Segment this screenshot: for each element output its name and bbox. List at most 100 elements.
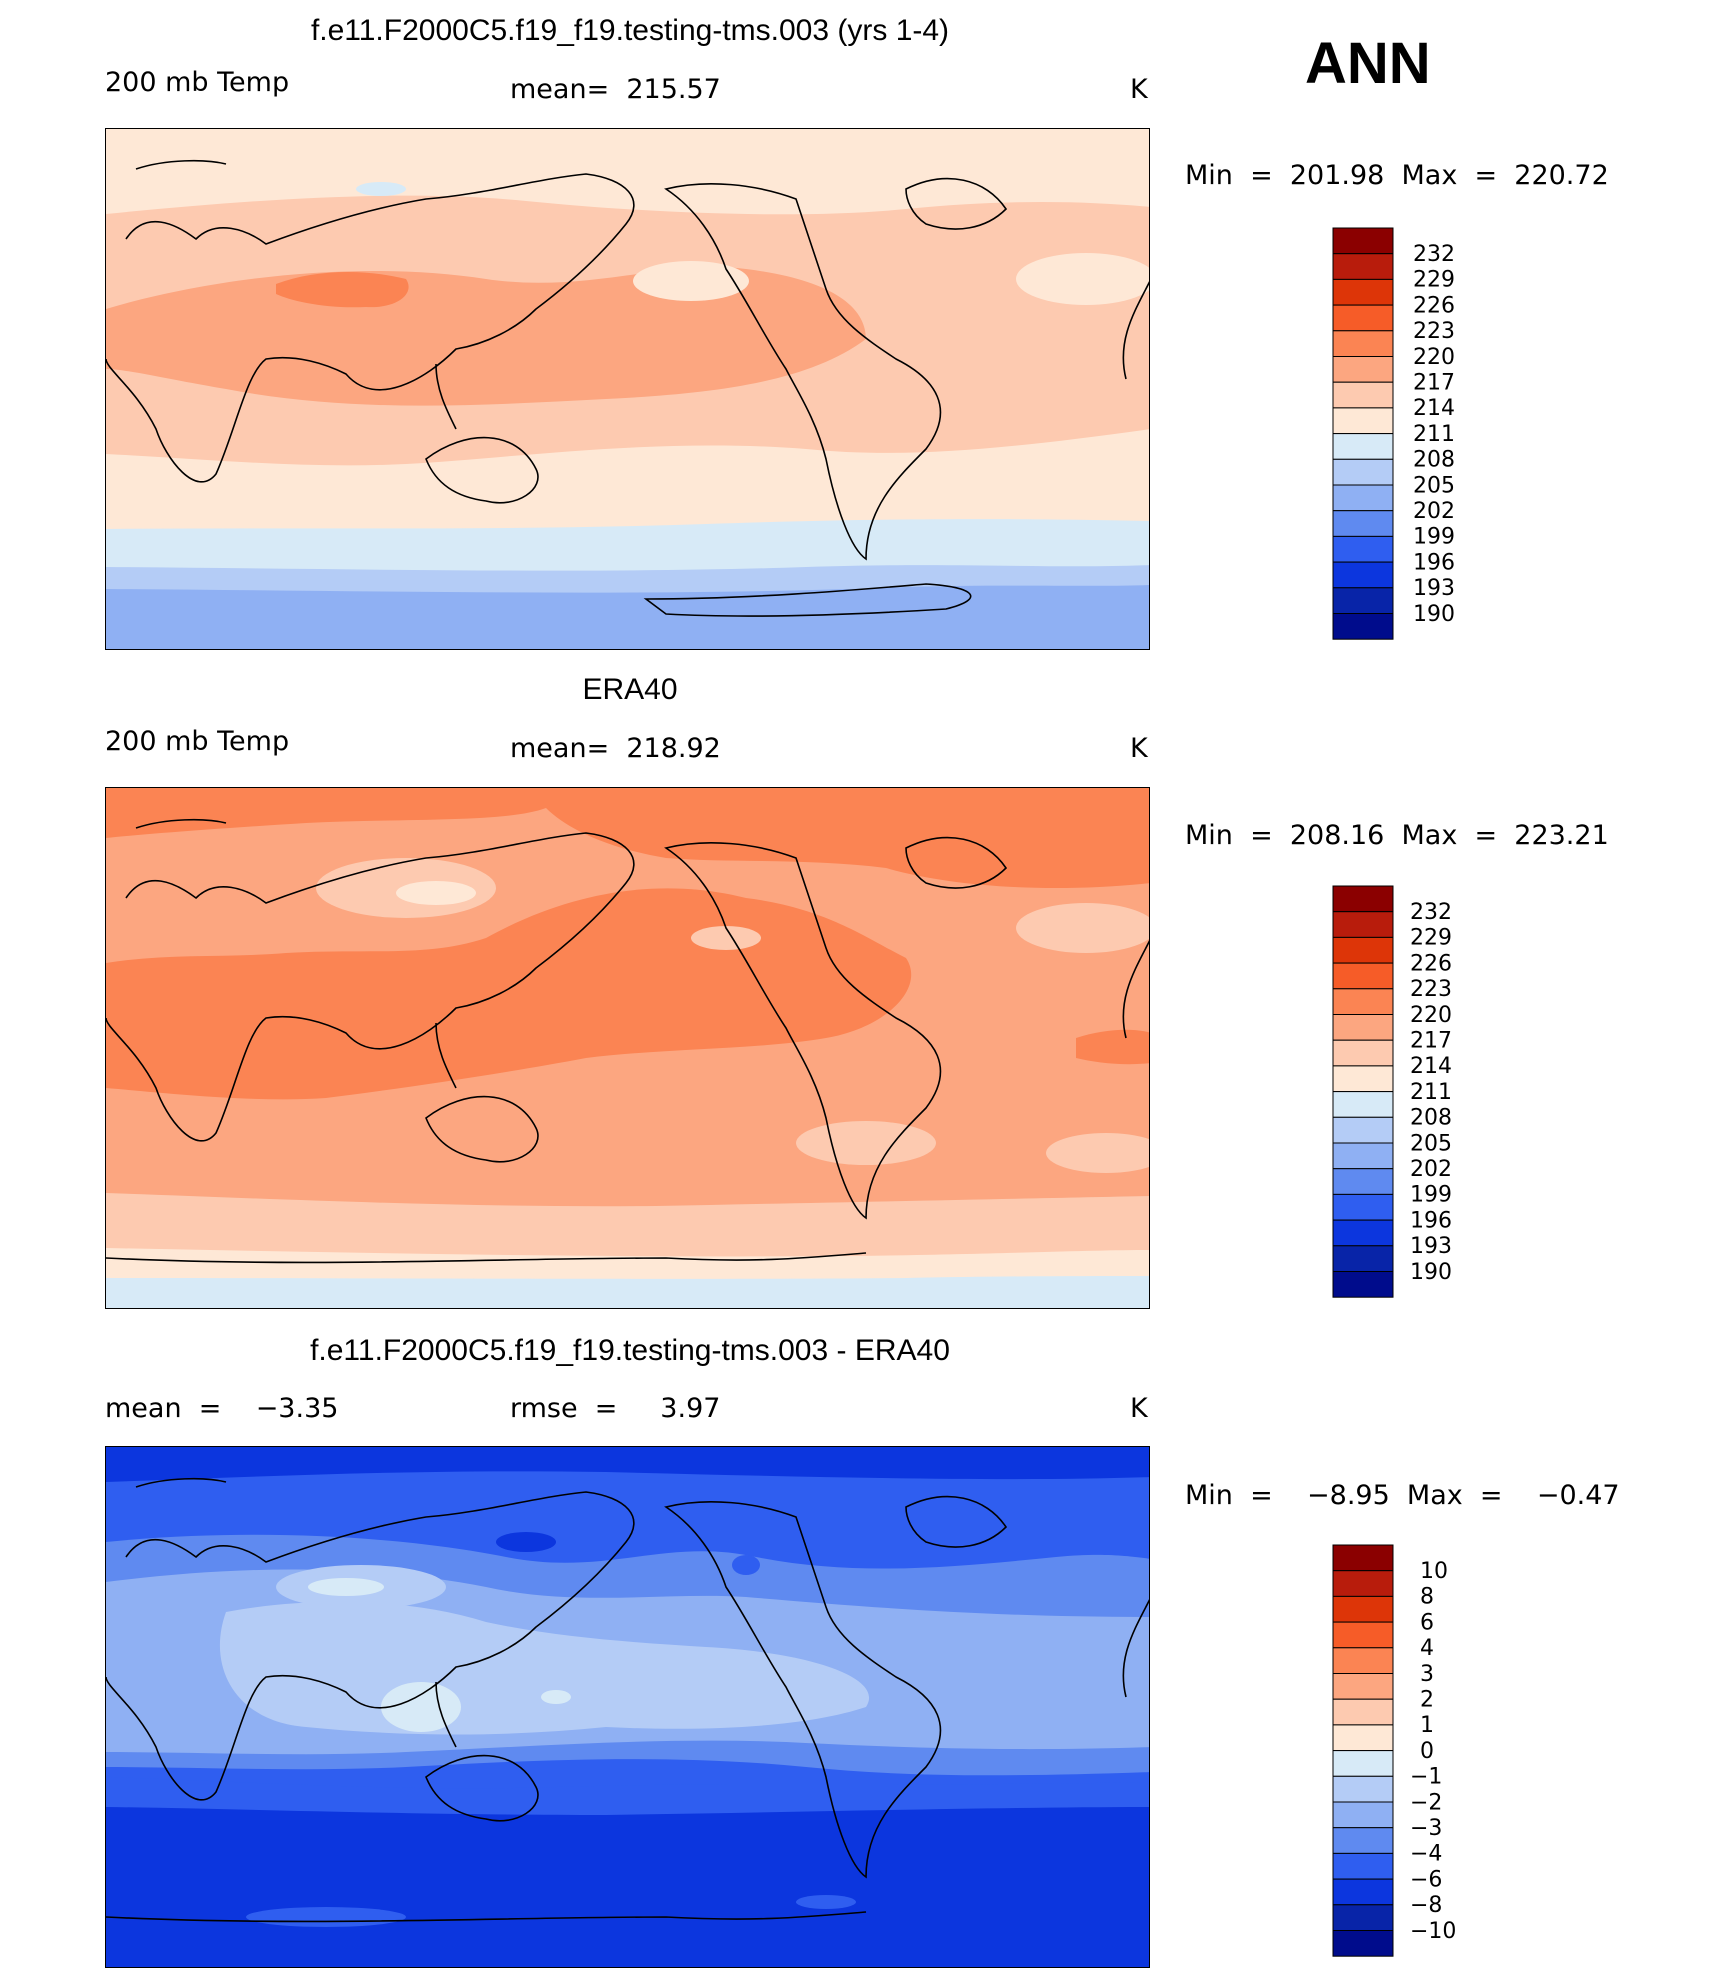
cbar2-swatch: [1332, 1271, 1394, 1298]
cbar2-swatch: [1332, 1116, 1394, 1144]
panel1-map-svg: [106, 129, 1149, 649]
cbar3-tick-label: −4: [1410, 1842, 1442, 1867]
panel2-stats: Min = 208.16 Max = 223.21: [1185, 820, 1609, 851]
cbar1-swatch: [1332, 484, 1394, 512]
cbar2-swatch: [1332, 1014, 1394, 1041]
cbar1-swatch: [1332, 613, 1394, 640]
cbar1-tick-label: 217: [1413, 371, 1455, 396]
cbar1-swatch: [1332, 561, 1394, 589]
cbar2-tick-label: 226: [1410, 951, 1452, 976]
cbar1-swatch: [1332, 381, 1394, 409]
cbar3-tick-label: −10: [1410, 1919, 1456, 1944]
panel2-left-label: 200 mb Temp: [105, 726, 290, 757]
cbar1-swatch: [1332, 407, 1394, 435]
cbar1-tick-label: 208: [1413, 448, 1455, 473]
cbar2-swatch: [1332, 1091, 1394, 1118]
panel1-left-label: 200 mb Temp: [105, 67, 290, 98]
cbar3-swatch: [1332, 1595, 1394, 1623]
cbar1-tick-label: 193: [1413, 576, 1455, 601]
cbar2-swatch: [1332, 988, 1394, 1016]
cbar2-tick-label: 196: [1410, 1208, 1452, 1233]
cbar3-swatch: [1332, 1827, 1394, 1854]
cbar3-tick-label: 1: [1420, 1713, 1434, 1738]
cbar3-swatch: [1332, 1570, 1394, 1597]
panel2-title: ERA40: [582, 673, 678, 706]
cbar3-tick-label: 0: [1420, 1739, 1434, 1764]
panel1-colorbar-svg: 232 229 226 223 220 217 214 211 208 205 …: [1332, 227, 1455, 640]
cbar1-swatch: [1332, 253, 1394, 280]
cbar1-swatch: [1332, 356, 1394, 383]
cbar1-tick-label: 199: [1413, 525, 1455, 550]
cbar2-swatch: [1332, 1193, 1394, 1221]
cbar1-tick-label: 214: [1413, 396, 1455, 421]
cbar2-tick-label: 232: [1410, 900, 1452, 925]
cbar3-tick-label: 4: [1420, 1636, 1434, 1661]
cbar3-tick-label: 6: [1420, 1610, 1434, 1635]
cbar1-swatch: [1332, 227, 1394, 255]
panel3-stats: Min = −8.95 Max = −0.47: [1185, 1480, 1620, 1511]
cbar1-tick-label: 220: [1413, 345, 1455, 370]
cbar2-tick-label: 223: [1410, 977, 1452, 1002]
cbar1-tick-label: 223: [1413, 319, 1455, 344]
panel3-colorbar: 10 8 6 4 3 2 1 0 −1 −2 −3 −4 −6 −8 −10: [1330, 1542, 1470, 1967]
panel1-stats: Min = 201.98 Max = 220.72: [1185, 160, 1609, 191]
cbar3-swatch: [1332, 1647, 1394, 1675]
cbar1-tick-label: 190: [1413, 602, 1455, 627]
cbar2-tick-label: 211: [1410, 1080, 1452, 1105]
cbar1-swatch: [1332, 587, 1394, 614]
cbar3-tick-label: −1: [1410, 1765, 1442, 1790]
cbar1-tick-label: 196: [1413, 550, 1455, 575]
cbar3-swatch: [1332, 1621, 1394, 1649]
panel2-colorbar: 232 229 226 223 220 217 214 211 208 205 …: [1330, 883, 1470, 1308]
panel2-center-label: mean= 218.92: [510, 733, 721, 764]
panel3-map-svg: [106, 1447, 1149, 1967]
cbar3-tick-label: 2: [1420, 1688, 1434, 1713]
cbar3-swatch: [1332, 1904, 1394, 1931]
cbar3-tick-label: −3: [1410, 1816, 1442, 1841]
cbar2-swatch: [1332, 911, 1394, 938]
cbar3-tick-label: −6: [1410, 1867, 1442, 1892]
cbar1-tick-label: 202: [1413, 499, 1455, 524]
cbar2-swatch: [1332, 962, 1394, 990]
panel2-colorbar-svg: 232 229 226 223 220 217 214 211 208 205 …: [1332, 885, 1452, 1298]
cbar3-tick-label: 3: [1420, 1662, 1434, 1687]
cbar1-swatch: [1332, 304, 1394, 332]
cbar3-tick-label: −2: [1410, 1790, 1442, 1815]
cbar2-tick-label: 202: [1410, 1157, 1452, 1182]
panel2-units: K: [1130, 733, 1148, 764]
cbar2-tick-label: 220: [1410, 1003, 1452, 1028]
cbar2-tick-label: 205: [1410, 1131, 1452, 1156]
panel3-units: K: [1130, 1393, 1148, 1424]
panel3-map: [105, 1446, 1150, 1968]
cbar1-swatch: [1332, 510, 1394, 537]
cbar2-tick-label: 193: [1410, 1234, 1452, 1259]
cbar2-swatch: [1332, 1219, 1394, 1247]
panel1-title: f.e11.F2000C5.f19_f19.testing-tms.003 (y…: [310, 14, 950, 47]
cbar3-swatch: [1332, 1724, 1394, 1752]
panel3-title: f.e11.F2000C5.f19_f19.testing-tms.003 - …: [310, 1334, 950, 1367]
cbar2-swatch: [1332, 885, 1394, 913]
cbar3-swatch: [1332, 1801, 1394, 1829]
cbar3-swatch: [1332, 1852, 1394, 1880]
cbar2-tick-label: 208: [1410, 1106, 1452, 1131]
cbar2-tick-label: 229: [1410, 926, 1452, 951]
cbar1-tick-label: 211: [1413, 422, 1455, 447]
panel2-map-svg: [106, 788, 1149, 1308]
cbar2-swatch: [1332, 1168, 1394, 1195]
cbar2-tick-label: 199: [1410, 1183, 1452, 1208]
cbar3-swatch: [1332, 1673, 1394, 1700]
cbar3-swatch: [1332, 1750, 1394, 1777]
cbar3-swatch: [1332, 1544, 1394, 1572]
cbar1-tick-label: 232: [1413, 242, 1455, 267]
cbar1-tick-label: 229: [1413, 268, 1455, 293]
cbar2-swatch: [1332, 1142, 1394, 1170]
cbar2-tick-label: 190: [1410, 1260, 1452, 1285]
panel1-colorbar: 232 229 226 223 220 217 214 211 208 205 …: [1330, 225, 1470, 650]
cbar2-tick-label: 217: [1410, 1029, 1452, 1054]
cbar1-swatch: [1332, 330, 1394, 358]
cbar1-tick-label: 205: [1413, 473, 1455, 498]
panel1-map: [105, 128, 1150, 650]
cbar2-swatch: [1332, 1039, 1394, 1067]
cbar1-swatch: [1332, 458, 1394, 486]
cbar1-swatch: [1332, 535, 1394, 563]
